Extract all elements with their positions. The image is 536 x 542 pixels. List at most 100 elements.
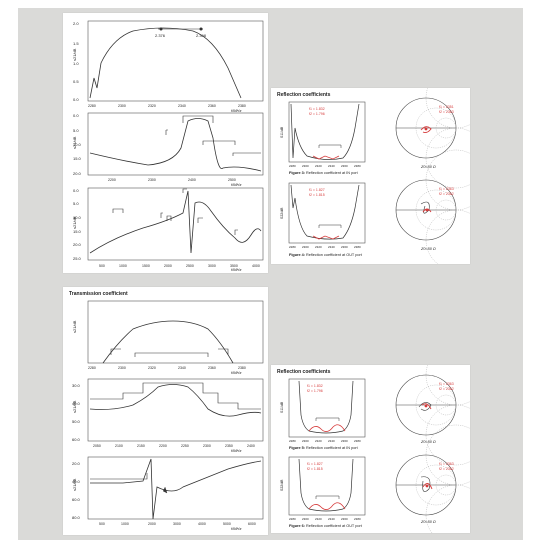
bl-p3-xtick: 5000: [223, 522, 231, 526]
sheet-top-right: Reflection coefficients S11/dB f1 = 1.83…: [271, 88, 470, 264]
tl-p1-xtick: 2380: [238, 104, 246, 108]
bl-p2-xtick: 2300: [203, 444, 211, 448]
bl-p3-ytick: 60.0: [72, 497, 81, 502]
br-r2-value: f2 = 1.815: [307, 467, 323, 471]
br-r1-ylabel: S11/dB: [280, 401, 284, 413]
br-r2-impedance: Z0=50 Ω: [420, 520, 436, 524]
br-r2-ylabel: S22/dB: [280, 479, 284, 491]
br-r1-xtick: 2360: [341, 439, 348, 443]
bl-plot2: s21/dB 30.0 40.0 50.0 60.0 2050 2100 215…: [72, 378, 264, 453]
tr-r2-xtick: 2380: [354, 245, 361, 249]
tr-r1-impedance: Z0=50 Ω: [420, 165, 436, 169]
tl-p1-ytick: 1.0: [73, 61, 79, 66]
tl-p3-xtick: 500: [99, 264, 105, 268]
tl-p3-xtick: 1000: [119, 264, 127, 268]
bl-p2-xtick: 2100: [115, 444, 123, 448]
tr-r1-caption: Reflection coefficient at IN port: [306, 171, 359, 175]
bl-p2-xtick: 2150: [137, 444, 145, 448]
tr-r1-xtick: 2380: [354, 164, 361, 168]
bl-heading: Transmission coefficient: [69, 291, 128, 297]
br-row2: S22/dB f1 = 1.827 f2 = 1.815 2280 2300 2…: [280, 424, 470, 533]
br-r1-xtick: 2340: [328, 439, 335, 443]
br-r1-xtick: 2280: [289, 439, 296, 443]
bl-plot1: s21/dB 2280 2300 2320 2340 2360 2380 f/M…: [72, 300, 264, 375]
tr-r1-xtick: 2360: [341, 164, 348, 168]
br-r2-smith-chart: f1 = 2363 f2 = 2362 Z0=50 Ω: [395, 424, 470, 533]
tl-plot2: s21/dB 0.0 5.0 10.0 15.0 20.0 2200 2300 …: [72, 112, 264, 187]
tr-r1-caption-label: Figure 3:: [289, 171, 305, 175]
br-r2-caption-label: Figure 6:: [289, 524, 305, 528]
bl-p2-xlabel: f/MHz: [231, 448, 241, 453]
tl-p3-xtick: 4000: [252, 264, 260, 268]
tl-p2-ytick: 20.0: [73, 171, 82, 176]
bl-p1-xtick: 2300: [118, 366, 126, 370]
bl-plot2-ylabel: s21/dB: [72, 400, 77, 413]
tl-p3-xtick: 3000: [208, 264, 216, 268]
bl-p1-xtick: 2320: [148, 366, 156, 370]
tr-r2-xtick: 2320: [315, 245, 322, 249]
tl-p2-ytick: 10.0: [73, 142, 82, 147]
br-r2-caption: Reflection coefficient at OUT port: [306, 524, 363, 528]
tr-heading: Reflection coefficients: [277, 92, 331, 98]
bl-p1-xtick: 2340: [178, 366, 186, 370]
tr-row2: S22/dB f1 = 1.827 f2 = 1.815 2280 2300 2…: [280, 149, 470, 264]
bl-p3-ytick: 80.0: [72, 515, 81, 520]
bl-plot3: s21/dB 20.0 40.0 60.0 80.0 500 1000 2000…: [72, 456, 264, 531]
br-row1: S11/dB f1 = 1.832 f2 = 1.796 2280 2300 2…: [280, 365, 470, 466]
tl-plot3: s21/dB 0.0 5.0 10.0 15.0 20.0 25.0 500 1…: [72, 187, 264, 272]
tr-r2-xtick: 2300: [302, 245, 309, 249]
tl-plot1: s21/dB 2.0 1.5 1.0 0.5 0.0 2.376 2.398 2…: [72, 20, 264, 113]
bl-p3-xtick: 500: [99, 522, 105, 526]
tl-p2-ytick: 5.0: [73, 128, 79, 133]
sheet-bottom-left: Transmission coefficient s21/dB 2280 230…: [63, 287, 268, 535]
br-r2-xtick: 2380: [354, 517, 361, 521]
tr-r1-ylabel: S11/dB: [280, 126, 284, 138]
tl-p3-xlabel: f/MHz: [231, 267, 241, 272]
tl-plot3-ylabel: s21/dB: [72, 216, 77, 229]
br-r1-smith-value: f1 = 2363: [439, 382, 454, 386]
tr-r1-xtick: 2340: [328, 164, 335, 168]
tl-p2-ytick: 0.0: [73, 113, 79, 118]
br-r1-caption-label: Figure 5:: [289, 446, 305, 450]
bl-p3-ytick: 40.0: [72, 479, 81, 484]
bl-p3-xtick: 4000: [198, 522, 206, 526]
br-r1-smith-chart: f1 = 2363 f2 = 2362 Z0=50 Ω: [395, 365, 470, 466]
tr-r2-value: f1 = 1.827: [309, 188, 325, 192]
tl-p1-xtick: 2340: [178, 104, 186, 108]
tl-plot2-ylabel: s21/dB: [72, 136, 77, 149]
tr-r1-value: f2 = 1.796: [309, 112, 325, 116]
br-r1-value: f1 = 1.832: [307, 384, 323, 388]
bl-p3-ytick: 20.0: [72, 461, 81, 466]
bl-p2-xtick: 2350: [225, 444, 233, 448]
br-r1-smith-value: f2 = 2362: [439, 387, 454, 391]
bl-p1-xtick: 2380: [238, 366, 246, 370]
tl-p1-ytick: 2.0: [73, 21, 79, 26]
tl-p3-ytick: 0.0: [73, 188, 79, 193]
tr-r2-smith-value: f1 = 2363: [439, 187, 454, 191]
bl-p3-xlabel: f/MHz: [231, 526, 241, 531]
tr-r2-caption-label: Figure 4:: [289, 253, 305, 257]
br-heading: Reflection coefficients: [277, 369, 331, 375]
tl-p2-xtick: 2500: [228, 178, 236, 182]
tl-p2-ytick: 15.0: [73, 156, 82, 161]
tr-r2-xtick: 2360: [341, 245, 348, 249]
tl-p1-ytick: 0.0: [73, 97, 79, 102]
bl-p2-xtick: 2400: [247, 444, 255, 448]
tl-p3-ytick: 25.0: [73, 256, 82, 261]
br-r2-xtick: 2320: [315, 517, 322, 521]
tl-p2-xlabel: f/MHz: [231, 182, 241, 187]
sheet-bottom-right: Reflection coefficients S11/dB f1 = 1.83…: [271, 365, 470, 533]
br-r1-caption: Reflection coefficient at IN port: [306, 446, 359, 450]
tl-p1-xtick: 2300: [118, 104, 126, 108]
tl-p1-xtick: 2280: [88, 104, 96, 108]
tr-r1-value: f1 = 1.832: [309, 107, 325, 111]
tl-p2-xtick: 2400: [188, 178, 196, 182]
tl-p3-xtick: 1500: [142, 264, 150, 268]
tr-r1-xtick: 2300: [302, 164, 309, 168]
tl-p3-ytick: 15.0: [73, 229, 82, 234]
br-r1-xtick: 2300: [302, 439, 309, 443]
tl-p1-ytick: 1.5: [73, 41, 79, 46]
br-r2-smith-value: f2 = 2362: [439, 467, 454, 471]
bl-p3-xtick: 2000: [148, 522, 156, 526]
